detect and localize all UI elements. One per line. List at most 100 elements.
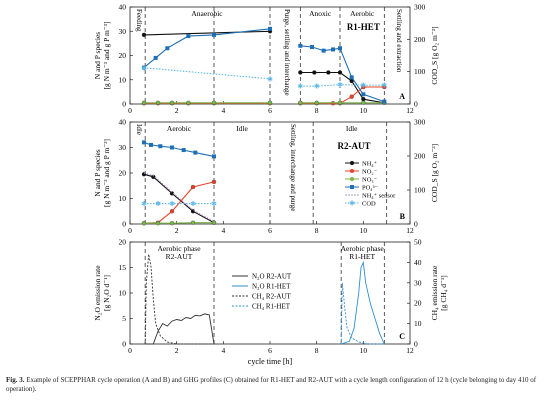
y-axis-label: N and P species: [93, 149, 102, 197]
y-tick-label: 20: [119, 51, 127, 60]
data-point-cod: ✱: [155, 200, 161, 208]
y2-tick-label: 300: [414, 3, 426, 12]
y2-tick-label: 50: [414, 238, 422, 247]
data-point-nh4: [312, 70, 317, 75]
data-point-cod: ✱: [211, 200, 217, 208]
data-point-cod: ✱: [314, 83, 320, 91]
data-point-po4: [349, 75, 354, 80]
phase-label: Aerobic phase: [341, 244, 385, 253]
phase-label: Aerobic: [350, 9, 375, 18]
y-tick-label: 15: [119, 263, 127, 272]
y2-tick-label: 300: [414, 118, 426, 127]
data-point-po4: [321, 48, 326, 53]
y2-tick-label: 40: [414, 258, 422, 267]
y2-tick-label: 0: [414, 340, 418, 349]
y2-tick-label: 20: [414, 299, 422, 308]
data-point-no2: [382, 84, 387, 90]
phase-label: Idle: [236, 124, 248, 133]
data-point-po4: [186, 34, 191, 39]
phase-label: Feeding: [135, 9, 143, 32]
data-point-no3: [141, 100, 147, 105]
series-line-nh4_sensor: [143, 172, 215, 222]
legend-marker: [350, 169, 354, 173]
data-point-po4: [142, 65, 146, 70]
y-tick-label: 40: [119, 3, 127, 12]
phase-label: Purge, settling and interchange: [283, 9, 291, 96]
series-line-ch4_aut: [144, 254, 214, 345]
x-tick-label: 0: [128, 106, 132, 115]
data-point-po4: [170, 145, 174, 150]
x-tick-label: 2: [175, 226, 179, 235]
phase-label: Settling, interchange and purge: [289, 124, 297, 211]
data-point-po4: [298, 43, 303, 48]
series-line-n2o_aut: [145, 313, 215, 345]
data-point-no3: [211, 100, 217, 105]
data-point-no2: [349, 94, 354, 99]
data-point-po4: [268, 26, 272, 31]
y-tick-label: 10: [119, 289, 127, 298]
phase-label: Idle: [346, 124, 358, 133]
data-point-cod: ✱: [190, 200, 196, 208]
y2-tick-label: 200: [414, 152, 426, 161]
data-point-no3: [298, 100, 303, 105]
legend-marker: [350, 161, 354, 165]
phase-label: Anaerobic: [191, 9, 223, 18]
data-point-po4: [310, 45, 314, 50]
series-line-cod: [143, 67, 271, 80]
data-point-no3: [190, 220, 196, 225]
x-tick-label: 4: [221, 346, 225, 355]
y-tick-label: 10: [119, 194, 127, 203]
y2-tick-label: 0: [414, 100, 418, 109]
x-tick-label: 4: [221, 226, 225, 235]
data-point-no3: [337, 100, 343, 105]
y2-tick-label: 100: [414, 67, 426, 76]
series-line-no3: [144, 222, 214, 224]
data-point-po4: [331, 47, 335, 52]
data-point-nh4: [151, 174, 156, 179]
data-point-cod: ✱: [360, 82, 366, 90]
x-tick-label: 8: [315, 346, 319, 355]
data-point-po4: [361, 92, 366, 97]
x-tick-label: 0: [128, 226, 132, 235]
legend-label: PO₄³⁻: [362, 185, 378, 192]
phase-label: Anoxic: [309, 9, 332, 18]
x-tick-label: 4: [221, 106, 225, 115]
data-point-po4: [382, 99, 387, 104]
series-line-cod: [300, 84, 385, 87]
y-tick-label: 0: [122, 220, 126, 229]
x-axis-label: cycle time [h]: [248, 357, 293, 366]
data-point-po4: [193, 150, 198, 155]
y-tick-label: 0: [122, 340, 126, 349]
data-point-cod: ✱: [297, 83, 303, 91]
x-tick-label: 0: [128, 346, 132, 355]
caption-label: Fig. 3.: [6, 376, 25, 384]
data-point-po4: [181, 148, 186, 153]
data-point-nh4: [141, 32, 147, 38]
panel-label: B: [400, 212, 406, 221]
data-point-no3: [314, 100, 319, 105]
x-tick-label: 8: [315, 106, 319, 115]
data-point-cod: ✱: [141, 64, 147, 72]
legend-label: NO₂⁻: [362, 169, 377, 176]
legend-label: N₂O R1-HET: [252, 283, 291, 291]
data-point-po4: [142, 140, 146, 145]
legend-label: NH₄⁺ sensor: [362, 193, 396, 200]
x-tick-label: 10: [360, 346, 368, 355]
phase-label: Aerobic: [167, 124, 192, 133]
data-point-cod: ✱: [267, 75, 273, 83]
panel-label: A: [399, 92, 405, 101]
y-axis-label: [g N m⁻³ and g P m⁻³]: [102, 139, 111, 207]
legend-marker: ✱: [349, 200, 355, 208]
reactor-label: R1-HET: [347, 22, 380, 32]
data-point-cod: ✱: [337, 81, 343, 89]
x-tick-label: 10: [360, 106, 368, 115]
y-tick-label: 5: [122, 314, 126, 323]
data-point-no3: [267, 100, 273, 105]
y-axis-label: N₂O emission rate: [93, 265, 102, 321]
x-tick-label: 6: [268, 106, 272, 115]
legend-label: CH₄ R2-AUT: [252, 293, 292, 301]
x-tick-label: 6: [268, 226, 272, 235]
